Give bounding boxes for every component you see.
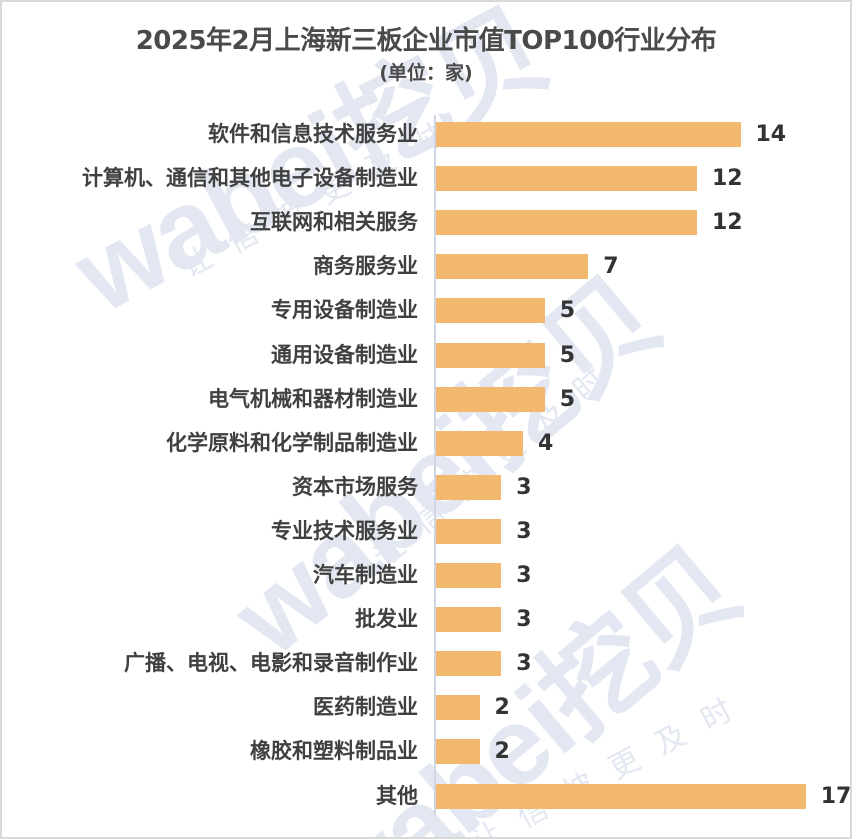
bar-row: 资本市场服务 3 [2,474,850,500]
category-label: 批发业 [355,607,418,632]
category-label: 电气机械和器材制造业 [208,386,418,411]
bar [436,166,697,192]
category-label: 软件和信息技术服务业 [208,122,418,146]
bar-row: 互联网和相关服务 12 [2,210,850,236]
bar [436,651,502,677]
value-label: 3 [516,651,532,677]
value-label: 14 [755,122,787,147]
bar-row: 汽车制造业 3 [2,563,850,588]
bar [436,607,502,633]
bar [436,210,697,236]
bar [436,783,806,809]
category-label: 其他 [376,783,418,808]
value-label: 5 [559,298,576,324]
value-label: 17 [820,783,852,809]
bar-row: 专用设备制造业 5 [2,298,850,324]
value-label: 2 [494,695,510,721]
category-label: 商务服务业 [313,254,418,279]
chart-subtitle: (单位：家) [379,62,473,84]
category-label: 通用设备制造业 [271,342,418,367]
bar-row: 商务服务业 7 [2,254,850,280]
bar [436,254,589,280]
bar-row: 医药制造业 2 [2,695,850,721]
bar [436,474,502,500]
category-label: 资本市场服务 [292,474,418,499]
value-label: 5 [559,386,576,412]
y-axis-line [434,115,436,815]
category-label: 橡胶和塑料制品业 [250,739,418,764]
value-label: 7 [603,254,619,280]
bar-row: 批发业 3 [2,607,850,633]
value-label: 3 [516,607,532,633]
category-label: 医药制造业 [313,695,418,720]
bar [436,430,523,456]
value-label: 2 [494,739,510,765]
bar-row: 计算机、通信和其他电子设备制造业 12 [2,166,850,192]
bar [436,298,545,324]
bar [436,122,741,147]
bar [436,386,545,412]
bar-row: 橡胶和塑料制品业 2 [2,739,850,765]
bar [436,695,480,721]
bar-row: 软件和信息技术服务业 14 [2,122,850,147]
chart-title: 2025年2月上海新三板企业市值TOP100行业分布 [135,26,717,56]
bar [436,563,502,588]
bar-row: 广播、电视、电影和录音制作业 3 [2,651,850,677]
value-label: 3 [516,563,532,588]
category-label: 广播、电视、电影和录音制作业 [124,651,418,676]
bar [436,739,480,765]
category-label: 计算机、通信和其他电子设备制造业 [82,166,418,191]
category-label: 互联网和相关服务 [250,210,418,235]
category-label: 汽车制造业 [313,563,418,587]
value-label: 3 [516,474,532,500]
category-label: 专业技术服务业 [271,518,418,543]
bar-row: 专业技术服务业 3 [2,518,850,544]
bar [436,518,502,544]
bar-row: 通用设备制造业 5 [2,342,850,368]
bar-row: 电气机械和器材制造业 5 [2,386,850,412]
bar-row: 其他 17 [2,783,852,809]
value-label: 12 [712,210,743,236]
value-label: 4 [538,430,554,456]
value-label: 3 [516,518,532,544]
value-label: 12 [712,166,743,192]
category-label: 化学原料和化学制品制造业 [166,430,418,455]
category-label: 专用设备制造业 [271,298,418,323]
bar-row: 化学原料和化学制品制造业 4 [2,430,850,456]
value-label: 5 [559,342,576,368]
bar [436,342,545,368]
